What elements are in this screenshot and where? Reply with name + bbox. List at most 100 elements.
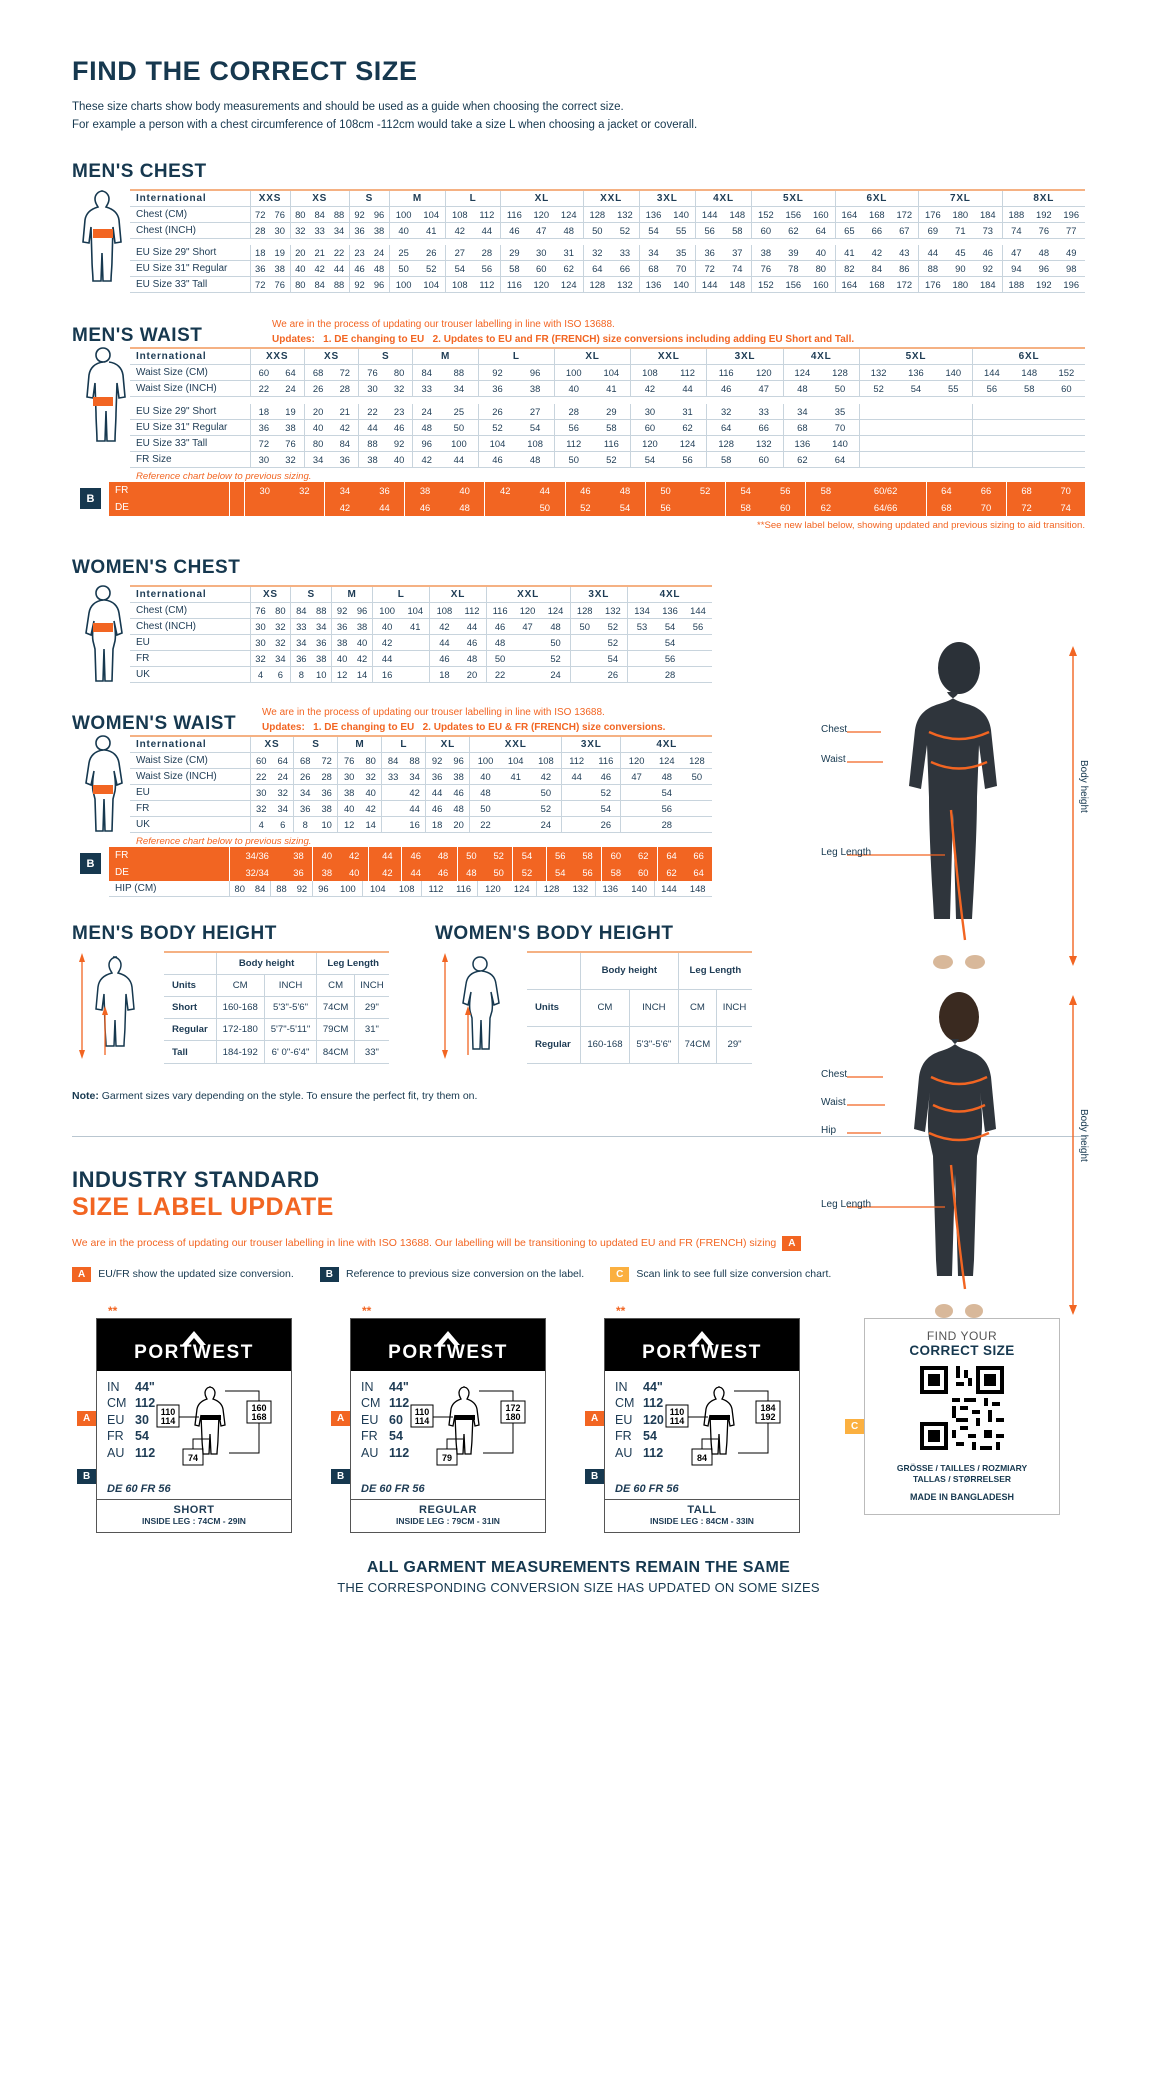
size-header: XL	[429, 584, 487, 603]
table-cell: 28	[315, 768, 338, 785]
bh-unit: INCH	[716, 989, 752, 1027]
table-cell: 46	[485, 618, 514, 635]
table-cell: 148	[1010, 364, 1048, 382]
table-cell: 48	[485, 634, 514, 651]
table-cell: 80	[289, 276, 311, 294]
table-cell: 64	[582, 260, 612, 278]
table-cell: 30	[249, 634, 271, 651]
table-cell: 72	[249, 206, 271, 223]
table-cell	[513, 650, 542, 667]
legacy-row: DE 32/34 36 38 40 42 44 46 48 50 52 54 56 58 60 62 64	[109, 863, 712, 881]
label-size-value: 60	[389, 1412, 403, 1427]
womens-waist-block: WOMEN'S WAIST We are in the process of u…	[72, 705, 712, 897]
table-cell: 50	[469, 800, 501, 817]
legacy-cell: 48	[444, 498, 485, 516]
size-header: XL	[425, 734, 470, 753]
qr-card[interactable]: C FIND YOUR CORRECT SIZE	[845, 1317, 1060, 1515]
legacy-cell: 40	[340, 863, 369, 881]
table-cell: 34	[303, 451, 332, 468]
table-cell	[561, 800, 592, 817]
table-cell: 12	[331, 666, 353, 683]
label-update-title-2: SIZE LABEL UPDATE	[72, 1192, 334, 1221]
hip-cell: 136	[594, 880, 625, 897]
label-body: IN 44" CM 112 EU 120 FR 54 AU 112 110 114 184 192 84	[605, 1371, 799, 1480]
table-row: FR Size 30 32 34 36 38 40 42 44 46 48 50 52 54 56 58 60 6…	[130, 451, 1085, 468]
table-cell: 33	[412, 380, 441, 398]
table-cell: 42	[310, 260, 330, 278]
table-cell: 46	[477, 451, 517, 468]
table-cell: 42	[445, 222, 474, 239]
row-label: Waist Size (INCH)	[130, 768, 250, 785]
label-size-value: 30	[135, 1412, 149, 1427]
table-cell: 18	[429, 666, 459, 683]
hip-cell: 148	[683, 880, 712, 897]
table-cell: 90	[946, 260, 974, 278]
table-cell: 58	[592, 419, 631, 436]
svg-text:114: 114	[670, 1416, 685, 1426]
table-cell: 50	[541, 634, 571, 651]
hip-cell: 88	[270, 880, 292, 897]
table-cell	[561, 784, 592, 801]
size-header: 3XL	[638, 188, 696, 207]
label-card-col: ** PORTWEST IN 44" CM 112 EU 60 FR 54 AU 112 110 114 1…	[331, 1304, 546, 1533]
table-cell: 136	[638, 206, 668, 223]
bh-units-label: Units	[527, 989, 581, 1027]
legacy-cell: 58	[805, 481, 846, 499]
womens-waist-reference-note: Reference chart below to previous sizing…	[136, 835, 312, 847]
table-cell: 44	[473, 222, 501, 239]
legacy-cell: 46	[401, 846, 430, 864]
womens-chest-block: WOMEN'S CHEST International XS S M L XL XXL 3XL…	[72, 557, 712, 683]
svg-text:84: 84	[697, 1453, 707, 1463]
label-footer: TALL INSIDE LEG : 84CM - 33IN	[605, 1498, 799, 1532]
table-cell: 76	[1030, 222, 1058, 239]
table-cell: 26	[598, 666, 628, 683]
table-cell: 116	[592, 435, 631, 452]
table-cell: 152	[1047, 364, 1085, 382]
table-cell	[401, 650, 430, 667]
legacy-cell: 52	[512, 863, 541, 881]
table-cell: 60	[630, 419, 669, 436]
womens-chest-table: International XS S M L XL XXL 3XL 4XL Chest (CM) 7…	[130, 584, 712, 683]
qr-footer-1: GRÖSSE / TAILLES / ROZMIARY TALLAS / STØ…	[873, 1463, 1051, 1486]
table-cell: 48	[554, 222, 584, 239]
qr-code-icon[interactable]	[920, 1365, 1004, 1450]
size-header: L	[445, 188, 501, 207]
legacy-cell: 46	[404, 498, 445, 516]
table-cell: 60	[744, 451, 784, 468]
size-header: XXS	[249, 188, 291, 207]
legacy-cell: 44	[401, 863, 430, 881]
table-cell: 112	[553, 435, 593, 452]
table-cell: 108	[530, 752, 562, 769]
table-cell: 84	[331, 435, 359, 452]
table-cell: 48	[541, 618, 571, 635]
table-cell: 50	[388, 260, 418, 278]
table-cell: 33	[381, 768, 404, 785]
table-cell: 40	[372, 618, 402, 635]
table-cell: 42	[403, 784, 426, 801]
table-cell	[683, 666, 712, 683]
bh-cell: 79CM	[316, 1018, 355, 1042]
table-cell: 33	[611, 245, 640, 262]
size-header: 3XL	[569, 584, 628, 603]
legacy-cell: 64	[685, 863, 712, 881]
label-size-row: CM 112	[107, 1395, 155, 1412]
legacy-cell: 56	[545, 846, 574, 864]
table-cell: 50	[681, 768, 712, 785]
table-cell	[681, 816, 712, 833]
legacy-cell: 34	[324, 481, 365, 499]
bh-cell: 5'7"-5'11"	[263, 1018, 317, 1042]
hip-cell: 96	[312, 880, 334, 897]
legacy-cell: 50	[525, 498, 566, 516]
table-cell: 48	[369, 260, 390, 278]
bh-cell: 29"	[716, 1026, 752, 1064]
table-cell: 72	[331, 364, 359, 382]
table-cell: 96	[1030, 260, 1058, 278]
label-size-key: AU	[361, 1445, 379, 1460]
table-cell: 164	[834, 276, 864, 294]
qr-title-2: CORRECT SIZE	[909, 1342, 1015, 1358]
row-label: EU Size 31" Regular	[130, 260, 250, 278]
table-row: Waist Size (INCH) 22 24 26 28 30 32 33 34 36 38 40 4…	[130, 380, 1085, 398]
legacy-cell: 54	[724, 481, 766, 499]
table-cell: 46	[500, 222, 528, 239]
table-cell: 28	[249, 222, 271, 239]
